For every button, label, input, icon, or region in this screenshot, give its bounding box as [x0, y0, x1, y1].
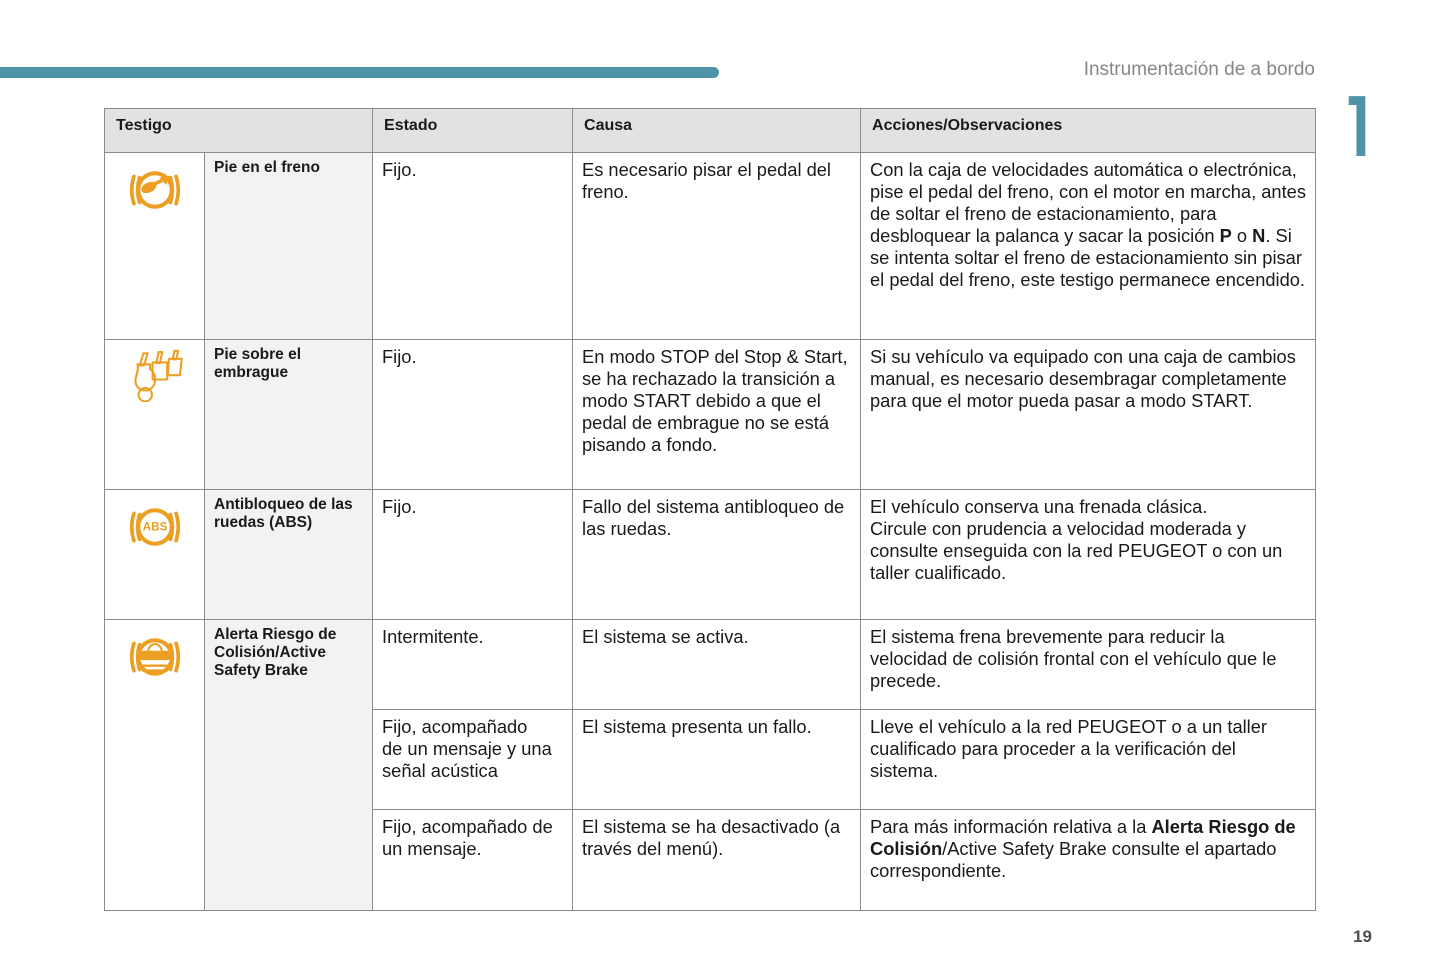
svg-text:ABS: ABS	[142, 521, 167, 534]
